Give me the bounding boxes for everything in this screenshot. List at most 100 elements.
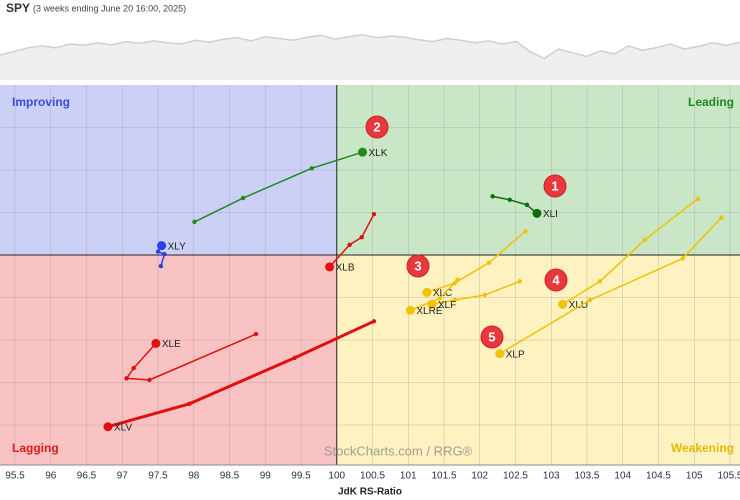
series-label: XLV	[114, 422, 132, 433]
badge	[544, 268, 568, 292]
tail-point	[455, 277, 460, 282]
tail-point	[587, 297, 593, 303]
benchmark-name: SPY	[6, 1, 30, 15]
tail-line	[107, 319, 375, 429]
x-tick-label: 96.5	[77, 471, 97, 482]
benchmark-subtitle: (3 weeks ending June 20 16:00, 2025)	[33, 3, 186, 13]
x-tick-label: 100	[328, 471, 345, 482]
series-label: XLF	[438, 300, 456, 311]
quadrant-label: Improving	[12, 95, 70, 109]
tail-point	[695, 196, 701, 202]
series-label: XLI	[543, 209, 558, 220]
tail-point	[359, 234, 364, 240]
series-label: XLC	[433, 288, 452, 299]
tail-line	[426, 230, 526, 294]
tail-point	[162, 251, 167, 257]
badge	[543, 174, 567, 198]
tail-head	[357, 147, 367, 157]
x-tick-label: 105.5	[717, 471, 740, 482]
badge-label: 4	[552, 272, 560, 287]
tail-point	[131, 365, 136, 371]
tail-head	[103, 422, 113, 432]
tail-point	[147, 377, 152, 383]
series-label: XLRE	[416, 306, 442, 317]
tail-point	[187, 401, 192, 406]
badge-label: 1	[551, 178, 558, 193]
tail-point	[309, 166, 314, 171]
tail-point	[452, 297, 457, 303]
x-tick-label: 102.5	[503, 471, 528, 482]
tail-point	[253, 331, 259, 337]
badge-label: 5	[488, 329, 495, 344]
tail-point	[642, 237, 648, 242]
x-axis-title: JdK RS-Ratio	[338, 487, 402, 498]
tail-line	[194, 151, 363, 223]
tail-head	[532, 208, 542, 218]
tail-head	[495, 349, 505, 359]
tail-line	[492, 195, 538, 214]
tail-point	[347, 242, 352, 248]
tail-point	[437, 296, 442, 301]
tail-head	[422, 287, 432, 297]
benchmark-area	[0, 34, 740, 80]
x-tick-label: 99	[260, 471, 272, 482]
quadrant	[336, 255, 740, 465]
tail-line	[431, 280, 521, 306]
tail-point	[597, 279, 603, 284]
tail-point	[486, 260, 492, 265]
tail-point	[292, 355, 297, 361]
quadrant	[0, 255, 337, 465]
series-label: XLU	[569, 300, 588, 311]
badge	[406, 254, 430, 278]
x-tick-label: 98	[188, 471, 200, 482]
tail-line	[329, 213, 375, 268]
badge-label: 3	[414, 258, 421, 273]
tail-point	[507, 197, 512, 202]
series-label: XLY	[168, 241, 186, 252]
tail-point	[240, 195, 246, 201]
tail-point	[371, 212, 377, 217]
benchmark-line	[0, 33, 740, 60]
series-label: XLK	[368, 148, 387, 159]
quadrant-label: Weakening	[671, 441, 734, 455]
x-tick-label: 98.5	[220, 471, 240, 482]
x-tick-label: 97	[117, 471, 129, 482]
x-tick-label: 96	[45, 471, 57, 482]
tail-point	[192, 219, 197, 225]
x-tick-label: 99.5	[291, 471, 311, 482]
tail-point	[490, 194, 495, 199]
x-tick-label: 103.5	[574, 471, 599, 482]
quadrant-label: Leading	[688, 95, 734, 109]
x-tick-label: 102	[471, 471, 488, 482]
x-tick-label: 101.5	[431, 471, 456, 482]
tail-point	[482, 292, 487, 298]
series-label: XLP	[506, 349, 525, 360]
x-tick-label: 97.5	[148, 471, 168, 482]
x-tick-label: 101	[400, 471, 417, 482]
tail-point	[719, 215, 724, 220]
tail-line	[562, 198, 699, 305]
tail-point	[523, 229, 528, 234]
tail-line	[499, 217, 722, 355]
series-label: XLB	[336, 263, 355, 274]
watermark: StockCharts.com / RRG®	[324, 443, 473, 458]
badge	[480, 325, 504, 349]
x-tick-label: 100.5	[360, 471, 385, 482]
tail-point	[158, 263, 164, 269]
x-tick-label: 103	[543, 471, 560, 482]
tail-head	[157, 241, 167, 251]
tail-point	[371, 319, 377, 324]
tail-point	[517, 279, 522, 284]
quadrant-label: Lagging	[12, 441, 59, 455]
tail-head	[405, 305, 415, 315]
tail-head	[151, 338, 161, 348]
tail-head	[558, 299, 568, 309]
x-tick-label: 105	[686, 471, 703, 482]
badge-label: 2	[373, 119, 380, 134]
badge	[365, 115, 389, 139]
x-tick-label: 95.5	[5, 471, 25, 482]
tail-head	[325, 262, 335, 272]
tail-point	[524, 202, 530, 208]
x-tick-label: 104.5	[646, 471, 671, 482]
